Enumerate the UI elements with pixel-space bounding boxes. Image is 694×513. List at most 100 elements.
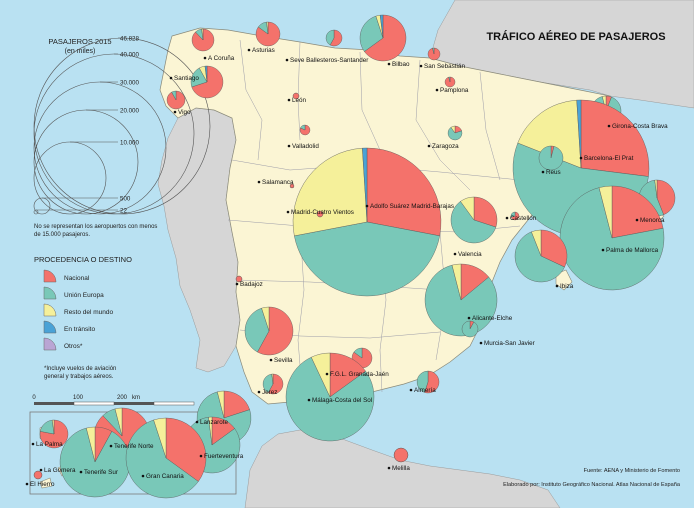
pie-slice-pamplona-ue	[448, 76, 451, 83]
legend-label-union-europa: Unión Europa	[64, 292, 104, 299]
airport-label-fuerteventura: Fuerteventura	[204, 453, 244, 460]
airport-labels: A Coruña Santiago Vigo Asturias Seve Ballest…	[25, 47, 668, 488]
size-legend-note-1: No se representan los aeropuertos con me…	[34, 224, 157, 230]
airport-label-lanzarote: Lanzarote	[200, 419, 229, 426]
airport-pie-gran-canaria	[125, 417, 207, 499]
pie-slice-adolfo-suarez-madrid-barajas-nacional	[366, 147, 442, 237]
airport-dot-valladolid	[287, 144, 291, 148]
pie-slice-murcia-san-javier-ue	[461, 320, 479, 338]
legend-label-en-transito: En tránsito	[64, 326, 95, 333]
airport-dot-palma-de-mallorca	[601, 248, 605, 252]
airport-pie-madrid-cuatro-vientos	[316, 210, 324, 218]
size-legend-title-1: PASAJEROS 2015	[48, 37, 111, 46]
airport-pie-santiago	[190, 65, 224, 99]
airport-dot-lanzarote	[195, 420, 199, 424]
airport-pie-alicante-elche	[424, 263, 498, 337]
airport-pie-a-coruna	[191, 28, 215, 52]
scale-bar-seg-3	[114, 402, 154, 405]
airport-label-salamanca: Salamanca	[262, 179, 294, 186]
airport-label-almeria: Almería	[414, 387, 436, 394]
scale-label-100: 100	[73, 395, 84, 401]
airport-label-la-gomera: La Gomera	[44, 467, 76, 474]
pie-slice-gran-canaria-nacional	[165, 417, 207, 482]
airport-label-gran-canaria: Gran Canaria	[146, 473, 184, 480]
legend-swatch-resto-del-mundo	[43, 303, 57, 317]
airport-label-pamplona: Pamplona	[440, 87, 469, 94]
pie-slice-menorca-resto	[654, 179, 658, 199]
scale-bar: 0 100 200 km	[32, 395, 195, 406]
airport-dot-castellon	[505, 216, 509, 220]
airport-pies	[33, 14, 676, 499]
airport-dot-la-gomera	[39, 468, 43, 472]
airport-label-f-g-l-granada-jaen: F.G.L. Granada-Jaén	[330, 371, 389, 378]
airport-label-badajoz: Badajoz	[240, 281, 263, 288]
airport-label-valencia: Valencia	[458, 251, 482, 258]
pie-slice-valladolid-nacional	[299, 124, 311, 136]
airport-pie-bilbao	[359, 14, 407, 62]
legend-label-nacional: Nacional	[64, 275, 90, 282]
pie-slice-reus-ue	[538, 145, 564, 171]
airport-dot-leon	[287, 98, 291, 102]
airport-label-sevilla: Sevilla	[274, 357, 293, 364]
airport-pie-melilla	[393, 447, 409, 463]
airport-label-barcelona-el-prat: Barcelona-El Prat	[584, 155, 634, 162]
airport-label-melilla: Melilla	[392, 465, 410, 472]
source-line-1: Fuente: AENA y Ministerio de Fomento	[584, 468, 680, 474]
airport-pie-murcia-san-javier	[461, 320, 479, 338]
pie-slice-zaragoza-ue	[447, 127, 463, 141]
airport-dot-barcelona-el-prat	[579, 156, 583, 160]
pie-slice-sevilla-nacional	[257, 306, 294, 356]
airport-label-a-coruna: A Coruña	[208, 55, 235, 62]
airport-pie-almeria	[416, 370, 440, 394]
category-legend: PROCEDENCIA O DESTINO Nacional Unión Euro…	[34, 255, 132, 380]
airport-pie-jerez	[262, 373, 284, 395]
airport-pie-tenerife-sur	[59, 426, 131, 498]
pie-slice-vigo-ue	[171, 90, 177, 101]
airport-label-santiago: Santiago	[174, 75, 199, 82]
airport-label-tenerife-norte: Tenerife Norte	[114, 443, 154, 450]
scale-label-0: 0	[32, 395, 36, 401]
airport-pie-ibiza	[514, 229, 568, 283]
airport-pie-palma-de-mallorca	[559, 185, 665, 291]
airport-dot-fuerteventura	[199, 454, 203, 458]
legend-swatch-nacional	[43, 269, 57, 283]
airport-label-vigo: Vigo	[178, 109, 191, 116]
legend-swatch-union-europa	[43, 286, 57, 300]
airport-dot-bilbao	[387, 62, 391, 66]
airport-label-asturias: Asturias	[252, 47, 275, 54]
airport-label-ibiza: Ibiza	[560, 283, 574, 290]
airport-pie-vigo	[166, 90, 186, 110]
pie-slice-tenerife-sur-resto	[86, 426, 96, 463]
airport-pie-asturias	[255, 21, 281, 47]
pie-slice-malaga-costa-del-sol-ue	[285, 356, 375, 442]
scale-bar-seg-1	[34, 402, 74, 405]
airport-label-girona-costa-brava: Girona-Costa Brava	[612, 123, 668, 130]
airport-pie-el-hierro	[33, 470, 43, 480]
size-legend-value-4: 10.000	[120, 140, 139, 147]
pie-slice-lanzarote-resto	[217, 390, 225, 419]
airport-dot-murcia-san-javier	[479, 341, 483, 345]
size-legend-value-3: 20.000	[120, 108, 139, 115]
airport-dot-gran-canaria	[141, 474, 145, 478]
size-legend-title-2: (en miles)	[65, 48, 96, 55]
pie-slice-fuerteventura-resto	[208, 416, 213, 446]
legend-label-resto-del-mundo: Resto del mundo	[64, 309, 114, 316]
airport-dot-la-palma	[31, 442, 35, 446]
airport-pie-valladolid	[299, 124, 311, 136]
pie-slice-seve-ballesteros-santander-nacional	[329, 29, 343, 47]
airport-dot-almeria	[409, 388, 413, 392]
size-legend: PASAJEROS 2015 (en miles) 46.828 40.000 30…	[33, 36, 211, 238]
ibiza-land	[555, 269, 573, 291]
airport-pie-castellon	[510, 211, 520, 221]
pie-slice-valencia-resto	[460, 196, 475, 221]
airport-label-madrid-cuatro-vientos: Madrid-Cuatro Vientos	[291, 209, 354, 216]
legend-swatch-otros	[43, 337, 57, 351]
airport-label-seve-ballesteros-santander: Seve Ballesteros-Santander	[290, 57, 368, 64]
airport-dot-ibiza	[555, 284, 559, 288]
airport-label-bilbao: Bilbao	[392, 61, 410, 68]
airport-label-palma-de-mallorca: Palma de Mallorca	[606, 247, 659, 254]
size-legend-value-5: 500	[120, 196, 131, 203]
airport-dot-seve-ballesteros-santander	[285, 58, 289, 62]
airport-label-murcia-san-javier: Murcia-San Javier	[484, 340, 535, 347]
